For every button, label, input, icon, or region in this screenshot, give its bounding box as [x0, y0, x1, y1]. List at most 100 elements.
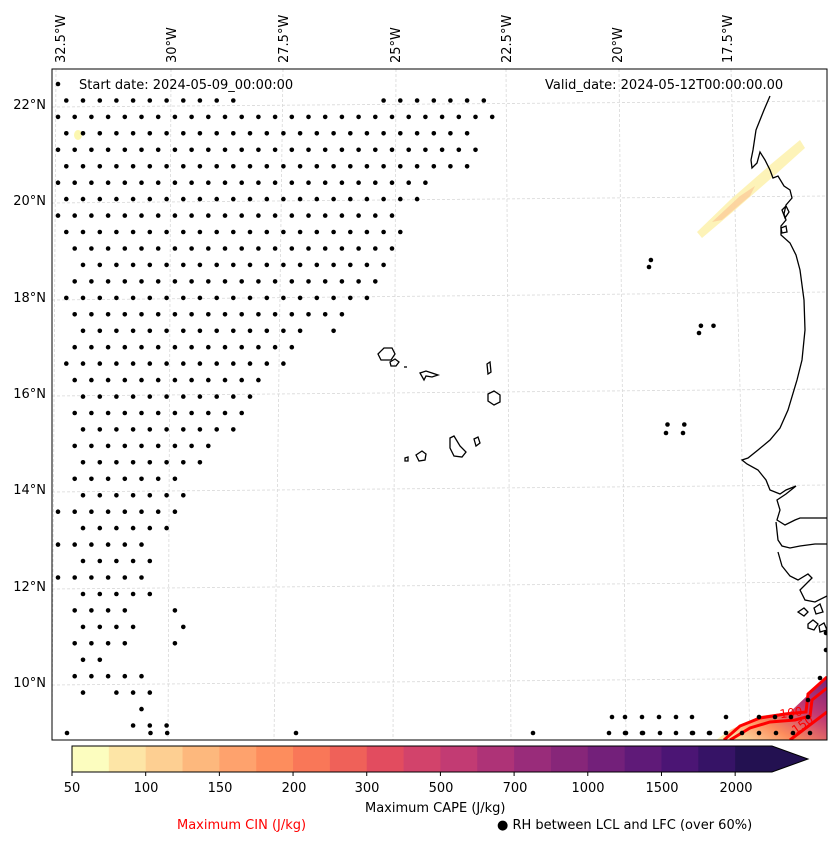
rh-dot: [130, 394, 136, 399]
rh-dot: [64, 229, 69, 235]
rh-dot: [147, 98, 153, 103]
rh-dot: [314, 196, 320, 202]
rh-dot: [314, 229, 320, 235]
rh-dot: [114, 229, 119, 235]
rh-dot: [164, 98, 169, 103]
rh-dot: [206, 377, 211, 383]
rh-dot: [272, 312, 278, 317]
rh-dot: [464, 98, 470, 103]
rh-dot: [130, 229, 136, 235]
colorbar-tick-label: 300: [354, 781, 380, 796]
rh-dot: [114, 98, 119, 103]
rh-dot: [130, 295, 136, 301]
rh-dot: [172, 377, 178, 383]
rh-dots-layer: [55, 81, 827, 736]
rh-dot: [147, 690, 153, 695]
rh-dot: [181, 328, 186, 334]
colorbar-segment: [366, 746, 405, 772]
rh-dot: [97, 591, 103, 597]
rh-dot: [147, 493, 153, 498]
rh-dot: [72, 344, 77, 350]
rh-dot: [256, 114, 261, 120]
rh-dot: [723, 714, 729, 720]
rh-dot: [80, 361, 86, 366]
rh-dot: [639, 730, 645, 736]
rh-dot: [673, 714, 679, 720]
rh-legend-label: RH between LCL and LFC (over 60%): [512, 818, 753, 833]
rh-dot: [147, 131, 153, 136]
rh-dot: [189, 410, 194, 416]
rh-dot: [297, 196, 303, 202]
rh-dot: [89, 542, 94, 547]
rh-dot: [239, 279, 244, 284]
rh-dot: [97, 624, 103, 630]
rh-dot: [272, 213, 278, 218]
rh-dot: [172, 641, 178, 646]
rh-dot: [214, 361, 219, 366]
rh-dot: [72, 246, 77, 251]
rh-dot: [398, 164, 403, 169]
rh-dot: [711, 323, 716, 329]
island-sao-nicolau: [419, 370, 441, 382]
rh-dot: [97, 295, 103, 301]
lat-tick-label: 12°N: [13, 580, 46, 595]
rh-dot: [72, 476, 77, 482]
rh-dot: [155, 213, 161, 218]
rh-dot: [164, 131, 169, 136]
rh-dot: [114, 295, 119, 301]
rh-dot: [206, 344, 211, 350]
rh-dot: [289, 279, 295, 284]
rh-dot: [206, 147, 211, 153]
lon-tick-label: 25°W: [389, 27, 404, 63]
rh-dot: [698, 323, 704, 329]
rh-dot: [122, 246, 128, 251]
rh-dot: [197, 131, 203, 136]
rh-dot: [80, 98, 86, 103]
rh-dot: [306, 213, 311, 218]
rh-dot: [97, 262, 103, 268]
coastline: [377, 95, 827, 633]
rh-dot: [297, 328, 303, 334]
gridline-lon-25: [392, 69, 397, 740]
rh-dot: [807, 730, 813, 736]
rh-dot: [105, 279, 111, 284]
colorbar-tick-label: 2000: [719, 781, 753, 796]
rh-dot: [448, 98, 453, 103]
rh-dot: [272, 180, 278, 185]
rh-dot: [264, 229, 270, 235]
rh-dot: [339, 312, 345, 317]
rh-dot: [89, 377, 94, 383]
rh-dot: [689, 714, 695, 720]
rh-dot: [97, 394, 103, 399]
rh-dot: [147, 361, 153, 366]
lon-tick-label: 30°W: [165, 27, 180, 63]
rh-dot: [406, 180, 412, 185]
rh-dot: [222, 312, 228, 317]
lon-tick-label: 27.5°W: [277, 14, 292, 63]
rh-dot: [155, 279, 161, 284]
rh-dot: [189, 147, 194, 153]
rh-dot: [231, 98, 236, 103]
island-sal: [486, 360, 492, 376]
rh-dot: [756, 714, 762, 720]
rh-dot: [147, 427, 153, 432]
rh-dot: [80, 262, 86, 268]
rh-dot: [206, 279, 211, 284]
rh-dot: [105, 575, 111, 580]
rh-dot: [423, 180, 428, 185]
rh-dot: [256, 344, 261, 350]
rh-dot: [356, 147, 361, 153]
rh-dot: [114, 493, 119, 498]
rh-dot: [448, 164, 453, 169]
rh-dot: [214, 98, 219, 103]
rh-dot: [122, 608, 128, 613]
rh-dot: [89, 410, 94, 416]
rh-dot: [172, 312, 178, 317]
rh-dot: [639, 714, 645, 720]
rh-dot: [222, 180, 228, 185]
rh-dot: [114, 427, 119, 432]
colorbar-segment: [108, 746, 147, 772]
rh-dot: [130, 328, 136, 334]
colorbar-tick-label: 100: [133, 781, 159, 796]
rh-dot: [80, 328, 86, 334]
